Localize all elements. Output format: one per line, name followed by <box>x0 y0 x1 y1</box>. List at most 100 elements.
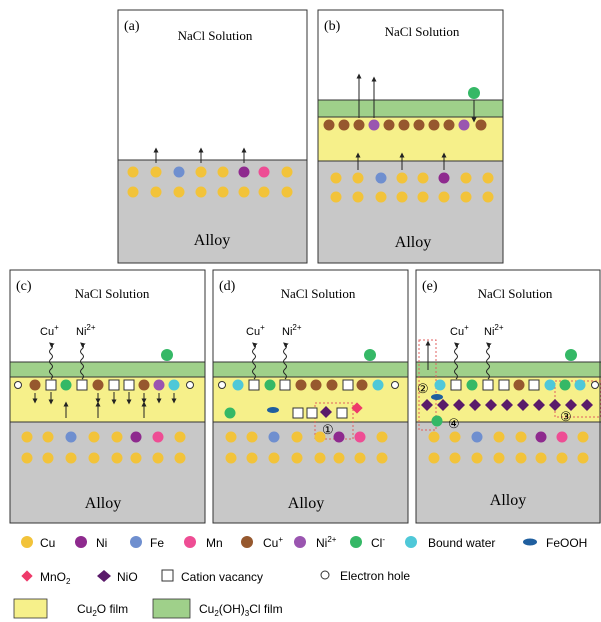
panel-d-marker-1: ① <box>322 422 334 437</box>
ion-cu_plus <box>310 379 322 391</box>
chloride-ion <box>60 379 72 391</box>
atom-cu <box>246 431 258 443</box>
feooh-particle <box>431 394 443 400</box>
ion-ni2_plus <box>153 379 165 391</box>
panel-d-ni-ion-label: Ni2+ <box>282 323 302 338</box>
legend-ni2-plus-swatch <box>294 536 306 548</box>
atom-cu <box>577 431 589 443</box>
electron-hole <box>186 381 194 389</box>
atom-cu <box>352 191 364 203</box>
atom-cu <box>217 186 229 198</box>
panel-e-particles <box>421 340 599 464</box>
atom-cu <box>21 431 33 443</box>
legend-ni-swatch <box>75 536 87 548</box>
atom-cu <box>130 452 142 464</box>
panel-c-letter: (c) <box>16 279 32 294</box>
atom-cu <box>195 186 207 198</box>
atom-mn <box>258 166 270 178</box>
atom-cu <box>21 452 33 464</box>
cation-vacancy <box>108 379 120 391</box>
chloride-ion <box>431 415 443 427</box>
panel-a-letter: (a) <box>124 19 140 34</box>
atom-mn <box>354 431 366 443</box>
panel-e-ni-ion-label: Ni2+ <box>484 323 504 338</box>
chloride-ion <box>559 379 571 391</box>
atom-ni <box>333 431 345 443</box>
ion-ni2_plus <box>458 119 470 131</box>
electron-hole <box>591 381 599 389</box>
cation-vacancy <box>482 379 494 391</box>
ion-release-arrow <box>283 342 289 380</box>
atom-cu <box>281 166 293 178</box>
chloride-ion <box>468 87 480 99</box>
panel-e-letter: (e) <box>422 279 438 294</box>
atom-fe <box>375 172 387 184</box>
legend-cation-vacancy-label: Cation vacancy <box>181 570 263 584</box>
panel-a: (a) NaCl Solution Alloy <box>117 9 308 264</box>
atom-cu <box>127 186 139 198</box>
panel-c-alloy-label: Alloy <box>85 495 121 512</box>
nio-diamond <box>469 399 481 411</box>
panel-d-particles <box>218 342 399 464</box>
panel-a-solution-label: NaCl Solution <box>178 28 253 43</box>
atom-cu <box>88 431 100 443</box>
atom-cu <box>354 452 366 464</box>
legend-ni-label: Ni <box>96 536 107 550</box>
atom-cu <box>396 172 408 184</box>
panel-e-cu2ohcl-film <box>416 362 601 377</box>
panel-e-marker-3: ③ <box>560 409 572 424</box>
chloride-ion <box>264 379 276 391</box>
panel-b-solution-label: NaCl Solution <box>385 24 460 39</box>
ion-cu_plus <box>398 119 410 131</box>
atom-cu <box>174 431 186 443</box>
atom-cu <box>396 191 408 203</box>
atom-cu <box>111 452 123 464</box>
legend-electron-hole-swatch <box>320 570 330 580</box>
ion-cu_plus <box>323 119 335 131</box>
ion-cu_plus <box>475 119 487 131</box>
atom-cu <box>352 172 364 184</box>
atom-fe <box>268 431 280 443</box>
atom-cu <box>217 166 229 178</box>
cation-vacancy <box>336 407 348 419</box>
legend-fe-label: Fe <box>150 536 164 550</box>
panel-c-ni-ion-label: Ni2+ <box>76 323 96 338</box>
legend-feooh-swatch <box>523 538 537 546</box>
ion-cu_plus <box>383 119 395 131</box>
panel-d: (d) NaCl Solution Alloy Cu+ Ni2+ ① <box>212 269 409 524</box>
panel-b-particles <box>323 73 494 203</box>
atom-ni <box>238 166 250 178</box>
nio-diamond <box>437 399 449 411</box>
bound-water <box>434 379 446 391</box>
ion-cu_plus <box>338 119 350 131</box>
ion-release-arrow <box>454 342 460 380</box>
atom-cu <box>428 431 440 443</box>
atom-cu <box>493 452 505 464</box>
atom-cu <box>535 452 547 464</box>
panel-b: (b) NaCl Solution Alloy <box>317 9 504 264</box>
atom-cu <box>515 452 527 464</box>
legend-nio-swatch <box>97 570 111 582</box>
atom-cu <box>449 452 461 464</box>
atom-cu <box>65 452 77 464</box>
atom-cu <box>150 186 162 198</box>
panel-c-cu2ohcl-film <box>10 362 205 377</box>
panel-c: (c) NaCl Solution Alloy Cu+ Ni2+ <box>9 269 206 524</box>
electron-hole <box>218 381 226 389</box>
legend-bound-water-swatch <box>405 536 417 548</box>
atom-cu <box>482 191 494 203</box>
atom-cu <box>438 191 450 203</box>
atom-cu <box>417 172 429 184</box>
cation-vacancy <box>528 379 540 391</box>
atom-cu <box>449 431 461 443</box>
legend-nio-label: NiO <box>117 570 138 584</box>
ion-release-arrow <box>80 342 86 380</box>
atom-cu <box>268 452 280 464</box>
legend-bound-water-label: Bound water <box>428 536 495 550</box>
atom-ni <box>130 431 142 443</box>
panel-b-alloy-label: Alloy <box>395 234 431 251</box>
ion-ni2_plus <box>368 119 380 131</box>
legend-feooh-label: FeOOH <box>546 536 587 550</box>
nio-diamond <box>517 399 529 411</box>
legend-cu2o-film-label: Cu2O film <box>77 602 128 618</box>
